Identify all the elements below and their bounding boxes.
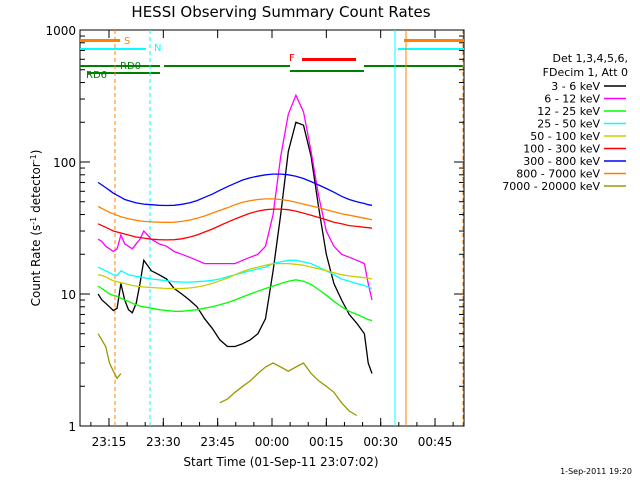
series-line-0 — [97, 121, 373, 374]
ylabel-part-main: Count Rate (s — [29, 225, 43, 307]
state-bar-s — [80, 39, 120, 42]
y-tick-label-3: 1000 — [45, 24, 76, 38]
legend: Det 1,3,4,5,6, FDecim 1, Att 0 3 - 6 keV… — [502, 52, 628, 193]
series-line-8 — [97, 333, 358, 417]
y-tick-label-1: 10 — [61, 288, 76, 302]
chart-title: HESSI Observing Summary Count Rates — [131, 3, 430, 21]
ylabel-part-end: ) — [29, 150, 43, 155]
series-line-1 — [97, 93, 373, 301]
state-bar-rd0-mid — [164, 65, 290, 67]
state-label-n: N — [154, 43, 161, 54]
ylabel-part-sup1: -1 — [29, 217, 38, 225]
state-bar-s-right — [404, 39, 464, 42]
state-label-f: F — [289, 53, 295, 64]
x-tick-label-1: 23:30 — [146, 435, 181, 449]
x-tick-label-4: 00:15 — [309, 435, 344, 449]
legend-label-3: 25 - 50 keV — [537, 118, 600, 131]
series-line-4 — [97, 262, 373, 290]
x-tick-label-6: 00:45 — [418, 435, 453, 449]
legend-label-7: 800 - 7000 keV — [516, 168, 600, 181]
legend-label-1: 6 - 12 keV — [544, 93, 600, 106]
state-bar-rd0-right — [364, 65, 464, 67]
state-bar-rd0-left — [80, 65, 160, 67]
legend-label-2: 12 - 25 keV — [537, 105, 600, 118]
state-label-rd6: RD6 — [86, 70, 107, 81]
saa-lines — [114, 30, 464, 426]
x-tick-label-3: 00:00 — [255, 435, 290, 449]
series-line-6 — [97, 173, 373, 207]
series-line-5 — [97, 208, 373, 241]
legend-label-4: 50 - 100 keV — [530, 130, 600, 143]
legend-header-2: FDecim 1, Att 0 — [543, 66, 628, 79]
y-tick-label-0: 1 — [68, 420, 76, 434]
series-line-2 — [97, 279, 373, 322]
state-bars: S N RD0 RD6 F — [80, 36, 464, 81]
x-tick-label-5: 00:30 — [363, 435, 398, 449]
legend-label-0: 3 - 6 keV — [551, 80, 600, 93]
state-label-s: S — [124, 36, 130, 47]
state-bar-n-right — [398, 48, 464, 50]
legend-label-6: 300 - 800 keV — [523, 155, 600, 168]
timestamp: 1-Sep-2011 19:20 — [560, 467, 632, 476]
y-tick-label-2: 100 — [53, 156, 76, 170]
series-group — [97, 93, 373, 417]
state-bar-rd0-flare — [290, 70, 364, 72]
state-label-rd0: RD0 — [120, 61, 141, 72]
ylabel-part-sup2: -1 — [29, 154, 38, 162]
x-axis-ticks: 23:15 23:30 23:45 00:00 00:15 00:30 00:45 — [90, 30, 454, 449]
state-bar-n — [80, 48, 146, 50]
x-tick-label-2: 23:45 — [200, 435, 235, 449]
legend-label-5: 100 - 300 keV — [523, 143, 600, 156]
y-axis-ticks: 1 10 100 1000 — [45, 24, 464, 434]
legend-label-8: 7000 - 20000 keV — [502, 180, 600, 193]
ylabel-part-mid: detector — [29, 162, 43, 217]
series-line-7 — [97, 198, 373, 223]
x-axis-label: Start Time (01-Sep-11 23:07:02) — [183, 455, 378, 469]
y-axis-label: Count Rate (s-1 detector-1) — [29, 150, 43, 307]
state-bar-f — [302, 58, 356, 61]
state-bar-rd6 — [88, 72, 160, 74]
legend-header-1: Det 1,3,4,5,6, — [552, 52, 628, 65]
x-tick-label-0: 23:15 — [92, 435, 127, 449]
